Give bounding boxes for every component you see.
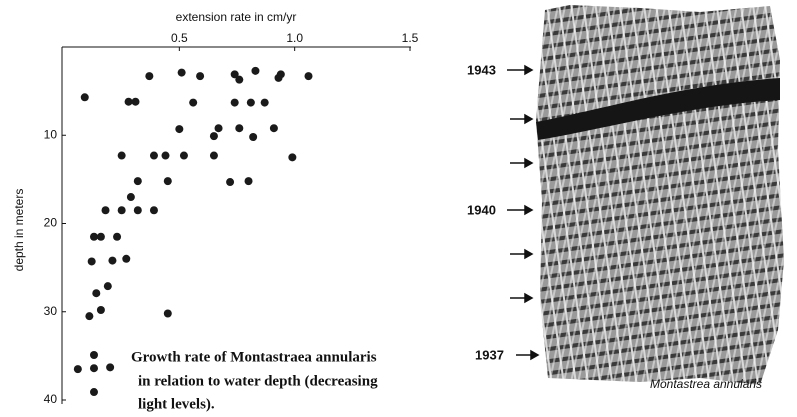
data-point [101,206,110,215]
data-point [235,124,244,133]
data-point [179,151,188,160]
x-axis-title: extension rate in cm/yr [176,10,297,24]
data-point [133,177,142,186]
data-point [85,312,94,321]
data-point [117,206,126,215]
data-point [177,68,186,77]
data-point [89,232,98,241]
data-point [251,66,260,75]
data-point [249,133,258,142]
data-point [149,206,158,215]
data-point [304,72,313,81]
data-point [89,388,98,397]
data-point [230,70,239,79]
data-point [196,72,205,81]
y-tick-label: 40 [44,392,58,406]
x-tick-label: 0.5 [171,31,188,45]
data-point [113,232,122,241]
annotation: light levels). [138,396,215,412]
y-tick-label: 30 [44,304,58,318]
x-tick-label: 1.0 [286,31,303,45]
data-point [226,178,235,187]
coral-photo [536,5,784,385]
data-point [133,206,142,215]
data-point [80,93,89,102]
year-label: 1943 [467,62,496,77]
data-point [244,177,253,186]
data-point [260,98,269,107]
data-point [96,232,105,241]
data-point [288,153,297,162]
year-arrows [507,64,540,361]
data-point [122,254,131,263]
data-point [124,97,133,106]
data-point [175,125,184,134]
photo-caption: Montastrea annularis [650,377,762,391]
data-point [274,73,283,82]
data-point [209,132,218,141]
data-point [89,364,98,373]
data-point [246,98,255,107]
data-point [163,177,172,186]
y-tick-label: 20 [44,216,58,230]
data-point [145,72,154,81]
data-point [108,256,117,265]
data-point [103,282,112,291]
annotation: in relation to water depth (decreasing [138,373,378,389]
data-point [96,305,105,314]
data-point [189,98,198,107]
data-point [106,363,115,372]
data-point [126,193,135,202]
data-point [87,257,96,266]
year-label: 1937 [475,347,504,362]
year-label: 1940 [467,202,496,217]
y-tick-label: 10 [44,127,58,141]
data-point [235,75,244,84]
data-point [117,151,126,160]
data-point [131,97,140,106]
data-point [89,350,98,359]
annotation: Growth rate of Montastraea annularis [131,349,377,365]
data-point [161,151,170,160]
data-point [269,124,278,133]
y-axis-title: depth in meters [12,189,26,272]
data-point [163,309,172,318]
data-point [230,98,239,107]
data-point [73,365,82,374]
data-point [209,151,218,160]
data-point [149,151,158,160]
data-point [92,289,101,298]
data-point [214,124,223,133]
x-tick-label: 1.5 [402,31,419,45]
